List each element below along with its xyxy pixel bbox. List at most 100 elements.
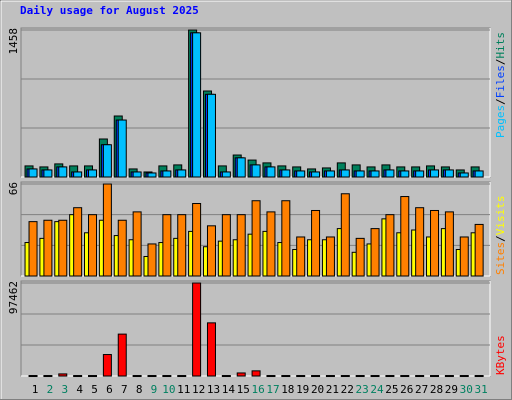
bar [430, 375, 440, 378]
bar [311, 375, 321, 378]
x-tick-label: 30 [460, 383, 473, 396]
bar [340, 375, 350, 378]
bar [370, 170, 380, 178]
x-tick-label: 16 [251, 383, 264, 396]
bar [132, 211, 142, 277]
bar [221, 171, 231, 178]
x-tick-label: 13 [207, 383, 220, 396]
bar [385, 375, 395, 378]
x-tick-label: 11 [177, 383, 190, 396]
legend-separator: / [494, 59, 507, 66]
bar [192, 203, 202, 277]
legend-separator: / [494, 98, 507, 105]
bar [206, 225, 216, 277]
x-tick-label: 23 [356, 383, 369, 396]
bar [459, 236, 469, 277]
x-tick-label: 12 [192, 383, 205, 396]
x-tick-label: 26 [400, 383, 413, 396]
x-tick-label: 7 [121, 383, 128, 396]
x-tick-label: 21 [326, 383, 339, 396]
plot-area [20, 280, 491, 377]
bar [444, 169, 454, 178]
bar [385, 214, 395, 277]
bar [58, 219, 68, 277]
bar [370, 375, 380, 378]
x-tick-label: 20 [311, 383, 324, 396]
x-tick-label: 9 [151, 383, 158, 396]
legend-entry: Sites [494, 242, 507, 275]
bar [430, 169, 440, 178]
x-tick-label: 3 [61, 383, 68, 396]
x-tick-label: 6 [106, 383, 113, 396]
bar [325, 170, 335, 178]
bar [251, 370, 261, 377]
x-tick-label: 22 [341, 383, 354, 396]
bar [474, 170, 484, 178]
bar [132, 171, 142, 178]
bar [43, 375, 53, 378]
x-tick-label: 27 [415, 383, 428, 396]
x-tick-label: 2 [47, 383, 54, 396]
bar [236, 214, 246, 277]
x-tick-label: 1 [32, 383, 39, 396]
bar [147, 375, 157, 378]
x-tick-label: 10 [162, 383, 175, 396]
bar [73, 171, 83, 178]
legend-separator: / [494, 235, 507, 242]
bar [177, 214, 187, 277]
bar [102, 183, 112, 277]
y-tick-label: 66 [7, 182, 20, 195]
bar [474, 375, 484, 378]
bar [221, 375, 231, 378]
bar [132, 375, 142, 378]
bar [459, 375, 469, 378]
bar [296, 236, 306, 277]
bar [221, 214, 231, 277]
bar [400, 375, 410, 378]
x-tick-label: 18 [281, 383, 294, 396]
bar [415, 375, 425, 378]
chart-title: Daily usage for August 2025 [20, 4, 199, 17]
legend-entry: Visits [494, 196, 507, 236]
bar [415, 170, 425, 178]
bar [102, 354, 112, 377]
x-tick-label: 5 [91, 383, 98, 396]
bar [400, 196, 410, 277]
x-tick-label: 19 [296, 383, 309, 396]
y-tick-label: 1458 [7, 28, 20, 55]
bar [192, 282, 202, 377]
bar [43, 219, 53, 277]
bar [474, 223, 484, 277]
bar [355, 237, 365, 277]
bar [385, 169, 395, 178]
bar [177, 169, 187, 178]
bar [162, 214, 172, 277]
x-tick-label: 15 [237, 383, 250, 396]
bar [281, 375, 291, 378]
legend-entry: Hits [494, 32, 507, 59]
x-tick-label: 31 [475, 383, 488, 396]
bar [281, 169, 291, 178]
bar [311, 171, 321, 178]
bar [236, 157, 246, 178]
legend-entry: Files [494, 65, 507, 98]
bar [28, 221, 38, 277]
bar [147, 243, 157, 277]
bar [251, 200, 261, 277]
x-tick-label: 29 [445, 383, 458, 396]
bar [430, 209, 440, 277]
legend: Pages/Files/Hits [494, 32, 507, 138]
legend-entry: Pages [494, 105, 507, 138]
bar [162, 170, 172, 178]
x-tick-label: 28 [430, 383, 443, 396]
x-tick-label: 14 [222, 383, 236, 396]
bar [177, 375, 187, 378]
x-tick-label: 4 [76, 383, 83, 396]
bar [400, 170, 410, 178]
bar [355, 170, 365, 178]
bar [73, 375, 83, 378]
bar [325, 375, 335, 378]
bar [459, 172, 469, 178]
bar [266, 166, 276, 178]
